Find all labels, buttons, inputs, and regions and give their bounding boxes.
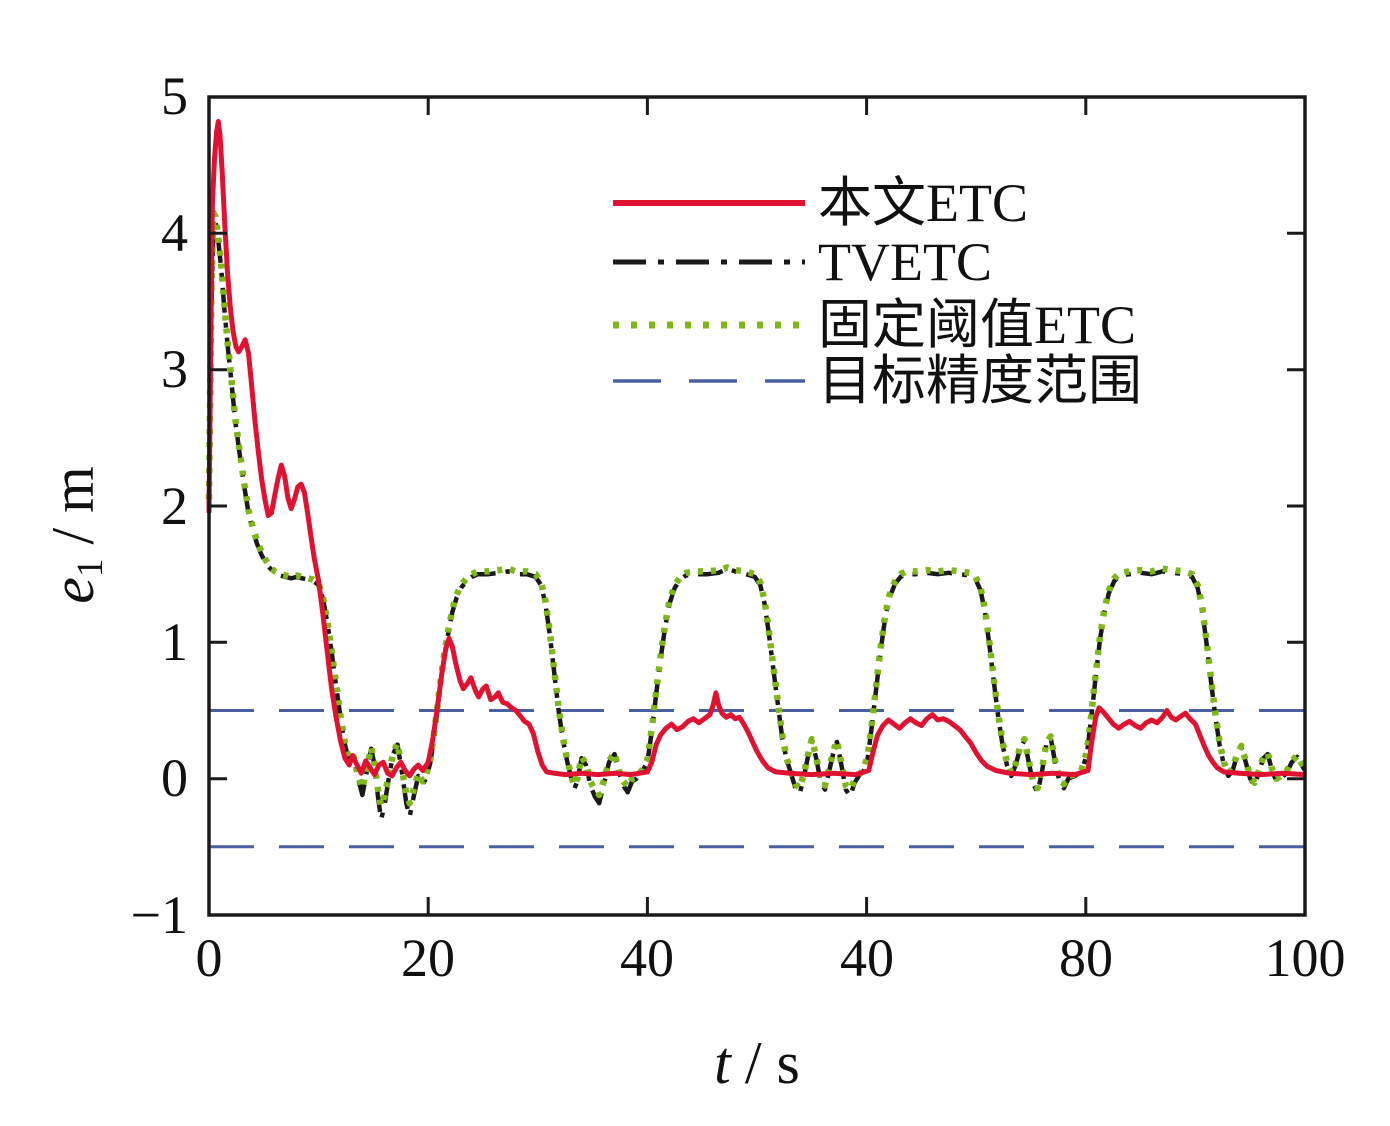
y-axis-unit: / m [39, 466, 106, 545]
x-axis-label: t / s [714, 1030, 800, 1096]
y-axis-subscript: 1 [70, 558, 112, 578]
y-axis-symbol: e [39, 577, 106, 604]
y-axis-label: e1 / m [40, 466, 124, 604]
x-tick-label-40: 40 [620, 928, 674, 988]
y-tick-label-4: 4 [161, 203, 188, 263]
legend-label-target-accuracy: 目标精度范围 [818, 351, 1142, 411]
x-axis-unit: / s [744, 1030, 800, 1096]
x-axis-symbol: t [714, 1030, 731, 1096]
x-tick-label-80: 80 [1059, 928, 1113, 988]
y-tick-label-1: 1 [161, 612, 188, 672]
legend-label-tvetc: TVETC [818, 232, 992, 292]
y-tick-label-0: 0 [161, 748, 188, 808]
legend-label-proposed-etc: 本文ETC [818, 173, 1028, 233]
plot-frame [207, 95, 1307, 917]
y-tick-label-3: 3 [161, 339, 188, 399]
y-tick-label-5: 5 [161, 66, 188, 126]
y-tick-label-2: 2 [161, 476, 188, 536]
x-tick-label-100: 100 [1264, 928, 1346, 988]
series-line-proposed-etc [206, 119, 1306, 779]
x-tick-label-20: 20 [401, 928, 455, 988]
x-tick-label-60: 40 [840, 928, 894, 988]
x-tick-label-0: 0 [195, 928, 223, 988]
series-line-fixed-threshold-etc [205, 209, 1308, 810]
legend-label-fixed-threshold-etc: 固定阈值ETC [818, 295, 1136, 355]
y-tick-label-m1: −1 [130, 885, 188, 945]
